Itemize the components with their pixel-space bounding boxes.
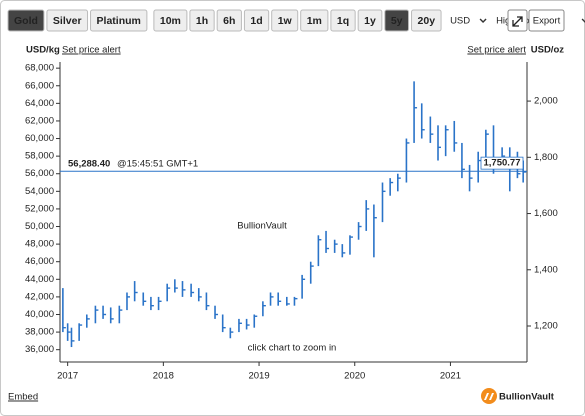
range-button-bg — [153, 9, 188, 32]
range-button[interactable]: 5y — [384, 9, 410, 32]
logo-mark — [484, 393, 494, 400]
range-button-label: 10m — [160, 15, 181, 27]
range-button-label: 1w — [278, 15, 293, 27]
range-button[interactable]: 10m — [153, 9, 188, 32]
y-tick-label: 44,000 — [25, 274, 54, 285]
style-select-chevron — [581, 18, 585, 23]
y-tick-label: 52,000 — [25, 203, 54, 214]
y-tick-label: 68,000 — [25, 63, 54, 74]
range-button-bg — [411, 9, 442, 32]
metal-button-label: Gold — [14, 15, 38, 27]
y-tick-label: 50,000 — [25, 221, 54, 232]
range-button[interactable]: 1w — [271, 9, 299, 32]
range-button-label: 6h — [223, 15, 235, 27]
watermark: BullionVault — [237, 221, 287, 232]
y-tick-label: 66,000 — [25, 80, 54, 91]
range-button-bg — [300, 9, 329, 32]
metal-button-bg — [7, 9, 45, 32]
range-button-label: 20y — [418, 15, 436, 27]
range-button-bg — [216, 9, 242, 32]
range-button-label: 1y — [364, 15, 376, 27]
range-button-label: 5y — [391, 15, 403, 27]
unit-left: USD/kg — [26, 45, 60, 56]
y-tick-label: 58,000 — [25, 151, 54, 162]
range-button[interactable]: 20y — [411, 9, 442, 32]
currency-select[interactable]: USD — [450, 16, 487, 27]
range-button-label: 1q — [337, 15, 349, 27]
metal-button[interactable]: Gold — [7, 9, 45, 32]
y-tick-label: 60,000 — [25, 133, 54, 144]
fullscreen-bg — [507, 9, 528, 32]
export-label: Export — [533, 16, 561, 27]
logo-icon — [481, 388, 497, 404]
y-tick-label: 46,000 — [25, 256, 54, 267]
current-price-oz-box — [480, 156, 524, 170]
range-button[interactable]: 1m — [300, 9, 329, 32]
x-tick-label: 2018 — [153, 371, 174, 382]
range-button-bg — [384, 9, 410, 32]
embed-link[interactable]: Embed — [8, 392, 38, 403]
unit-right: USD/oz — [531, 45, 565, 56]
metal-button[interactable]: Silver — [46, 9, 89, 32]
range-button-bg — [243, 9, 270, 32]
metal-button-bg — [46, 9, 89, 32]
x-tick-label: 2019 — [248, 371, 269, 382]
metal-button[interactable]: Platinum — [90, 9, 148, 32]
fullscreen-button[interactable] — [507, 9, 528, 32]
y2-tick-label: 1,400 — [534, 264, 558, 275]
y2-tick-label: 1,800 — [534, 152, 558, 163]
range-button-label: 1h — [196, 15, 208, 27]
export-bg — [528, 9, 565, 32]
range-button-bg — [357, 9, 383, 32]
y-tick-label: 38,000 — [25, 327, 54, 338]
y-tick-label: 42,000 — [25, 291, 54, 302]
range-button[interactable]: 6h — [216, 9, 242, 32]
range-button-bg — [330, 9, 356, 32]
price-alert-link[interactable]: Set price alert — [467, 45, 526, 56]
current-time-label: @15:45:51 GMT+1 — [117, 159, 198, 170]
metal-button-label: Silver — [53, 15, 82, 27]
y2-tick-label: 2,000 — [534, 96, 558, 107]
y2-tick-label: 1,200 — [534, 321, 558, 332]
x-tick-label: 2017 — [57, 371, 78, 382]
logo-text: BullionVault — [499, 392, 555, 403]
y-tick-label: 64,000 — [25, 98, 54, 109]
metal-button-bg — [90, 9, 148, 32]
fullscreen-icon — [512, 16, 523, 27]
y-tick-label: 56,000 — [25, 168, 54, 179]
x-tick-label: 2021 — [440, 371, 461, 382]
zoom-hint: click chart to zoom in — [248, 343, 337, 354]
y-tick-label: 62,000 — [25, 115, 54, 126]
metal-button-label: Platinum — [97, 15, 141, 27]
price-alert-link[interactable]: Set price alert — [62, 45, 121, 56]
range-button-bg — [189, 9, 215, 32]
x-tick-label: 2020 — [344, 371, 365, 382]
range-button[interactable]: 1d — [243, 9, 270, 32]
export-button[interactable]: Export — [528, 9, 565, 32]
range-button-label: 1d — [250, 15, 262, 27]
range-button[interactable]: 1y — [357, 9, 383, 32]
range-button-label: 1m — [307, 15, 322, 27]
current-price-oz-label: 1,750.77 — [484, 158, 521, 169]
y-tick-label: 54,000 — [25, 186, 54, 197]
y-tick-label: 48,000 — [25, 239, 54, 250]
y-tick-label: 40,000 — [25, 309, 54, 320]
range-button[interactable]: 1q — [330, 9, 356, 32]
y2-tick-label: 1,600 — [534, 208, 558, 219]
y-tick-label: 36,000 — [25, 344, 54, 355]
range-button-bg — [271, 9, 299, 32]
currency-select-label: USD — [450, 16, 470, 27]
currency-select-chevron — [479, 18, 487, 23]
current-price-label: 56,288.40 — [68, 159, 110, 170]
range-button[interactable]: 1h — [189, 9, 215, 32]
